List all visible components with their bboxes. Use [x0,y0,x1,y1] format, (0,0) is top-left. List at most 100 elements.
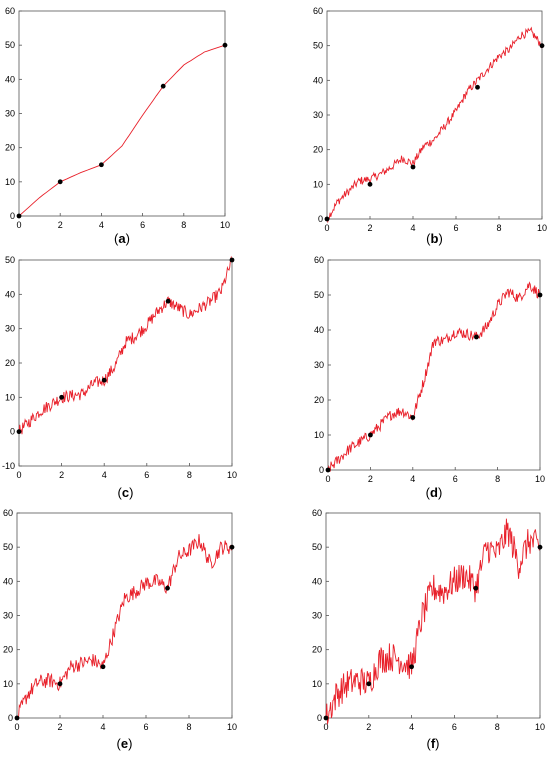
panel-caption: (c) [118,485,134,500]
y-tick-label: 10 [313,179,323,189]
plot-frame [18,259,233,467]
y-tick-label: 40 [312,576,322,586]
x-tick-label: 0 [323,722,328,732]
y-tick-label: 60 [5,6,15,16]
x-tick-label: 0 [325,474,330,484]
interpolation-point [165,585,170,591]
x-tick-label: 10 [220,220,230,230]
y-tick-label: 60 [3,508,13,518]
y-tick-label: 50 [5,255,15,265]
x-tick-label: 6 [452,722,457,732]
panel-caption: (f) [426,736,439,751]
x-tick-label: 0 [16,220,21,230]
x-tick-label: 8 [495,474,500,484]
y-tick-label: -10 [2,461,15,471]
y-tick-label: 30 [314,360,324,370]
x-tick-label: 10 [227,722,237,732]
y-tick-label: 0 [318,214,323,224]
x-tick-label: 10 [537,223,547,233]
y-tick-label: 50 [313,41,323,51]
x-tick-label: 2 [59,470,64,480]
interpolation-point [99,162,104,168]
y-tick-label: 20 [5,358,15,368]
interpolation-point [473,585,479,591]
y-tick-label: 10 [3,679,13,689]
x-tick-label: 6 [143,722,148,732]
panel-caption: (d) [426,485,443,500]
interpolation-point [16,429,22,435]
interpolation-point [475,84,480,90]
x-tick-label: 6 [453,474,458,484]
interpolation-point [229,257,235,263]
x-tick-label: 4 [100,722,105,732]
interpolation-point [410,415,416,420]
x-tick-label: 4 [102,470,107,480]
y-tick-label: 20 [3,645,13,655]
x-tick-label: 8 [495,722,500,732]
interpolation-point [325,467,331,473]
y-tick-label: 30 [313,110,323,120]
x-tick-label: 6 [144,470,149,480]
panel-caption: (a) [114,231,130,246]
y-tick-label: 20 [314,395,324,405]
interpolation-point [323,715,329,721]
interpolation-point [368,432,373,438]
x-tick-label: 0 [324,223,329,233]
y-tick-label: 40 [5,74,15,84]
x-tick-label: 8 [496,223,501,233]
y-tick-label: 10 [5,392,15,402]
series-line [326,26,543,224]
interpolation-point [101,377,107,383]
y-tick-label: 30 [5,324,15,334]
x-tick-label: 2 [366,722,371,732]
chart-panel-a: 0 2 4 6 8 10 0 10 20 30 40 50 60 (a) [5,6,230,246]
x-tick-label: 4 [99,220,104,230]
x-tick-label: 2 [57,722,62,732]
x-tick-label: 2 [368,474,373,484]
series-line [327,281,541,472]
y-tick-label: 10 [5,177,15,187]
x-tick-label: 10 [227,470,237,480]
interpolation-point [229,544,235,550]
series-line [18,255,233,435]
interpolation-point [57,179,63,185]
y-tick-label: 40 [314,325,324,335]
x-tick-label: 8 [187,470,192,480]
interpolation-point [366,681,372,687]
y-tick-label: 20 [312,645,322,655]
y-tick-label: 10 [312,679,322,689]
x-tick-label: 6 [453,223,458,233]
chart-panel-f: 0 2 4 6 8 10 0 10 20 30 40 50 60 (f) [312,508,545,751]
y-tick-label: 0 [319,465,324,475]
x-tick-label: 4 [410,474,415,484]
interpolation-point [410,164,416,170]
y-tick-label: 50 [5,40,15,50]
chart-panel-b: 0 2 4 6 8 10 0 10 20 30 40 50 60 (b) [313,6,547,246]
panel-caption: (e) [117,736,133,751]
interpolation-point [409,664,414,670]
interpolation-point [160,83,166,89]
interpolation-point [165,298,171,304]
y-tick-label: 40 [313,75,323,85]
interpolation-point [14,715,20,721]
y-tick-label: 30 [312,611,322,621]
y-tick-label: 0 [10,427,15,437]
series-line [16,534,233,720]
x-tick-label: 4 [409,722,414,732]
x-tick-label: 0 [14,722,19,732]
interpolation-point [539,43,545,49]
y-tick-label: 40 [3,576,13,586]
interpolation-point [537,544,543,550]
x-tick-label: 8 [186,722,191,732]
x-tick-label: 0 [16,470,21,480]
y-tick-label: 0 [8,713,13,723]
y-tick-label: 30 [5,109,15,119]
plot-frame [18,10,226,217]
interpolation-point [222,42,228,48]
series-line [325,518,541,725]
y-tick-label: 0 [317,713,322,723]
y-tick-label: 30 [3,611,13,621]
interpolation-point [59,394,64,400]
